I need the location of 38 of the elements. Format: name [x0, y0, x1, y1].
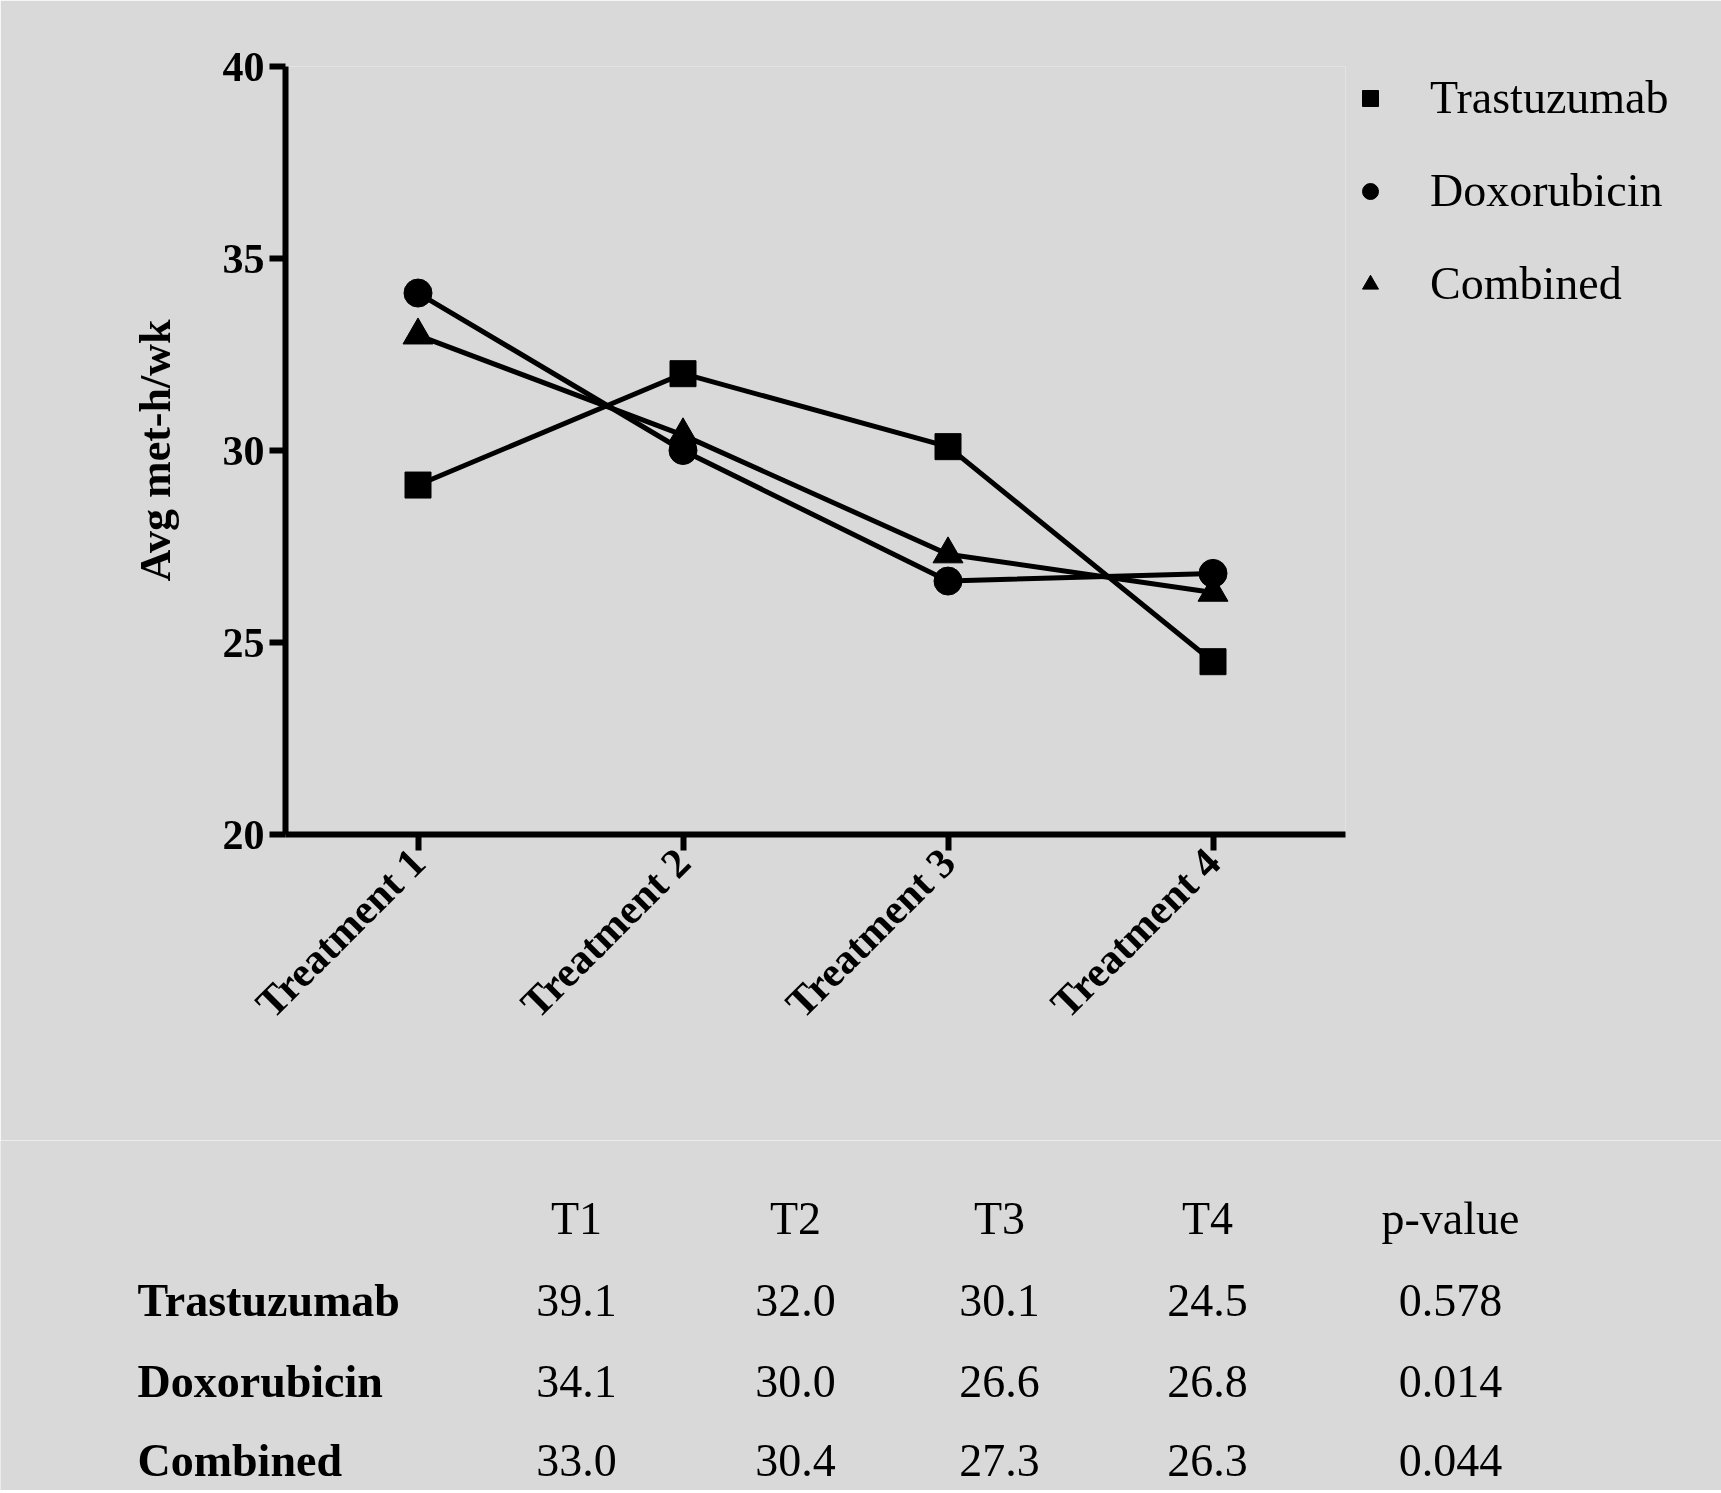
- text: 0.578: [1398, 1275, 1503, 1326]
- point: [933, 566, 963, 596]
- text: Doxorubicin: [137, 1356, 383, 1407]
- text: 30.1: [959, 1275, 1040, 1326]
- y-tick-label: 35: [222, 235, 265, 282]
- text: 26.6: [959, 1356, 1040, 1407]
- point: [404, 471, 432, 499]
- legend-label: Combined: [1430, 257, 1622, 310]
- legend-label: Doxorubicin: [1430, 164, 1663, 217]
- text: T2: [769, 1193, 822, 1244]
- point: [934, 433, 962, 461]
- y-tick-label: 25: [222, 619, 265, 666]
- point: [1199, 648, 1227, 676]
- text: T1: [550, 1193, 603, 1244]
- text: Combined: [137, 1435, 342, 1486]
- text: 24.5: [1167, 1275, 1248, 1326]
- text: 34.1: [536, 1356, 617, 1407]
- text: 26.8: [1167, 1356, 1248, 1407]
- text: 33.0: [536, 1435, 617, 1486]
- text: T3: [973, 1193, 1026, 1244]
- text: 32.0: [755, 1275, 836, 1326]
- point: [669, 360, 697, 388]
- text: 27.3: [959, 1435, 1040, 1486]
- text: 0.044: [1398, 1435, 1503, 1486]
- legend-label: Trastuzumab: [1430, 71, 1669, 124]
- text: p-value: [1381, 1193, 1520, 1244]
- point: [403, 278, 433, 308]
- y-tick-label: 20: [222, 811, 265, 858]
- text: 0.014: [1398, 1356, 1503, 1407]
- y-tick-label: 30: [222, 427, 265, 474]
- text: 30.0: [755, 1356, 836, 1407]
- text: T4: [1181, 1193, 1234, 1244]
- text: 39.1: [536, 1275, 617, 1326]
- text: Trastuzumab: [137, 1275, 400, 1326]
- y-tick-label: 40: [222, 43, 265, 90]
- y-axis-title: Avg met-h/wk: [130, 319, 180, 582]
- text: 30.4: [755, 1435, 836, 1486]
- text: 26.3: [1167, 1435, 1248, 1486]
